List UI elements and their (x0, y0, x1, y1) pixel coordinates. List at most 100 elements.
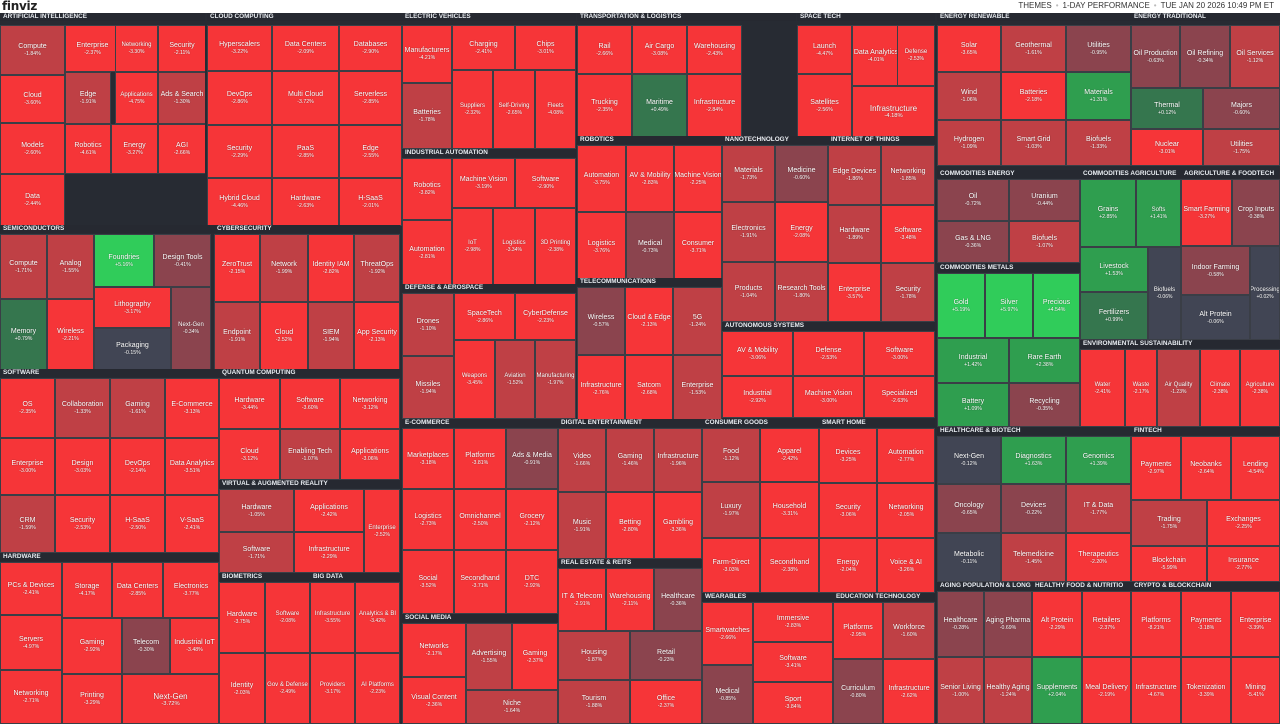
tile-energy[interactable]: Energy -2.08% (775, 202, 828, 262)
section-title[interactable]: NANOTECHNOLOGY (722, 136, 828, 144)
tile-app-security[interactable]: App Security -2.13% (354, 302, 400, 370)
tile-wireless[interactable]: Wireless -2.21% (47, 299, 94, 370)
section-title[interactable]: DEFENSE & AEROSPACE (402, 284, 576, 292)
tile-software[interactable]: Software -2.08% (265, 582, 310, 653)
tile-advertising[interactable]: Advertising -1.55% (466, 623, 512, 690)
tile-networking[interactable]: Networking -2.05% (877, 483, 935, 538)
tile-applications[interactable]: Applications -4.75% (115, 72, 158, 124)
tile-edge[interactable]: Edge -2.55% (339, 125, 402, 178)
tile-dtc[interactable]: DTC -2.92% (506, 550, 558, 614)
tile-3d-printing[interactable]: 3D Printing -2.38% (535, 208, 576, 285)
section-title[interactable]: ROBOTICS (577, 136, 722, 144)
tile-metabolic[interactable]: Metabolic -0.11% (937, 533, 1001, 582)
section-title[interactable]: ENVIRONMENTAL SUSTAINABILITY (1080, 340, 1280, 348)
tile-next-gen[interactable]: Next-Gen -3.72% (122, 674, 219, 724)
tile-omnichannel[interactable]: Omnichannel -2.50% (454, 489, 506, 550)
tile-retail[interactable]: Retail -0.23% (630, 631, 702, 680)
tile-healthcare[interactable]: Healthcare -0.36% (654, 568, 702, 631)
tile-networking[interactable]: Networking -1.85% (881, 145, 935, 205)
tile-crop-inputs[interactable]: Crop Inputs -0.38% (1232, 179, 1280, 246)
tile-models[interactable]: Models -2.60% (0, 123, 65, 174)
tile-fleets[interactable]: Fleets -4.08% (535, 70, 576, 149)
section-title[interactable]: ELECTRIC VEHICLES (402, 13, 576, 21)
tile-specialized[interactable]: Specialized -2.63% (864, 376, 935, 418)
section-title[interactable]: AGING POPULATION & LONG (937, 582, 1032, 590)
section-title[interactable]: FINTECH (1131, 427, 1280, 435)
tile-materials[interactable]: Materials -1.73% (722, 145, 775, 202)
tile-majors[interactable]: Majors -0.60% (1203, 88, 1280, 129)
section-title[interactable]: INTERNET OF THINGS (828, 136, 935, 144)
tile-manufacturers[interactable]: Manufacturers -4.21% (402, 25, 452, 83)
tile-indoor-farming[interactable]: Indoor Farming -0.58% (1181, 246, 1250, 295)
tile-lithography[interactable]: Lithography -3.17% (94, 287, 171, 328)
section-title[interactable]: SMART HOME (819, 419, 935, 427)
tile-next-gen[interactable]: Next-Gen -0.34% (171, 287, 211, 370)
section-title[interactable]: TRANSPORTATION & LOGISTICS (577, 13, 796, 21)
tile-gambling[interactable]: Gambling -3.36% (654, 492, 702, 559)
tile-retailers[interactable]: Retailers -2.37% (1082, 591, 1131, 657)
tile-software[interactable]: Software -1.71% (219, 532, 294, 573)
tile-software[interactable]: Software -2.90% (515, 158, 576, 208)
tile-medicine[interactable]: Medicine -0.60% (775, 145, 828, 202)
tile-devops[interactable]: DevOps -2.86% (207, 71, 272, 125)
tile-data[interactable]: Data -2.44% (0, 174, 65, 226)
tile-5g[interactable]: 5G -1.24% (673, 287, 722, 355)
tile-rail[interactable]: Rail -2.66% (577, 25, 632, 74)
tile-livestock[interactable]: Livestock +1.53% (1080, 247, 1148, 292)
tile-storage[interactable]: Storage -4.17% (62, 562, 112, 618)
tile-hardware[interactable]: Hardware -3.44% (219, 378, 280, 429)
section-title[interactable]: DIGITAL ENTERTAINMENT (558, 419, 702, 427)
tile-agriculture[interactable]: Agriculture -2.38% (1240, 349, 1280, 427)
tile-software[interactable]: Software -3.00% (864, 331, 935, 376)
tile-automation[interactable]: Automation -3.75% (577, 145, 626, 212)
tile-curriculum[interactable]: Curriculum -0.80% (833, 659, 883, 724)
tile-telemedicine[interactable]: Telemedicine -1.45% (1001, 533, 1066, 582)
tile-food[interactable]: Food -1.12% (702, 428, 760, 482)
tile-analog[interactable]: Analog -1.55% (47, 234, 94, 299)
tile-data-analytics[interactable]: Data Analytics -3.51% (165, 438, 219, 495)
section-title[interactable]: CYBERSECURITY (214, 225, 400, 233)
section-title[interactable]: ENERGY TRADITIONAL (1131, 13, 1280, 21)
tile-batteries[interactable]: Batteries -1.78% (402, 83, 452, 149)
tile-threatops[interactable]: ThreatOps -1.92% (354, 234, 400, 302)
tile-security[interactable]: Security -2.29% (207, 125, 272, 178)
tile-defense[interactable]: Defense -2.53% (793, 331, 864, 376)
tile-industrial[interactable]: Industrial +1.42% (937, 338, 1009, 383)
tile-automation[interactable]: Automation -2.81% (402, 220, 452, 285)
tile-grains[interactable]: Grains +2.85% (1080, 179, 1136, 247)
tile-printing[interactable]: Printing -3.29% (62, 674, 122, 724)
tile-crm[interactable]: CRM -1.59% (0, 495, 55, 553)
tile-geothermal[interactable]: Geothermal -1.61% (1001, 25, 1066, 72)
section-title[interactable]: SOFTWARE (0, 369, 219, 377)
tile-platforms[interactable]: Platforms -3.81% (454, 428, 506, 489)
tile-foundries[interactable]: Foundries +5.16% (94, 234, 154, 287)
tile-housing[interactable]: Housing -1.87% (558, 631, 630, 680)
tile-industrial[interactable]: Industrial -2.92% (722, 376, 793, 418)
tile-biofuels[interactable]: Biofuels -1.07% (1009, 221, 1080, 263)
tile-enterprise[interactable]: Enterprise -3.39% (1231, 591, 1280, 657)
section-title[interactable]: ENERGY RENEWABLE (937, 13, 1131, 21)
tile-collaboration[interactable]: Collaboration -1.33% (55, 378, 110, 438)
tile-edge[interactable]: Edge -1.91% (65, 72, 111, 124)
tile-fertilizers[interactable]: Fertilizers +0.99% (1080, 292, 1148, 340)
tile-oil-production[interactable]: Oil Production -0.63% (1131, 25, 1180, 88)
tile-diagnostics[interactable]: Diagnostics +1.63% (1001, 436, 1066, 484)
tile-networking[interactable]: Networking -3.30% (115, 25, 158, 72)
tile-smart-farming[interactable]: Smart Farming -3.27% (1181, 179, 1232, 246)
tile-applications[interactable]: Applications -3.06% (340, 429, 400, 480)
tile-infrastructure[interactable]: Infrastructure -2.76% (577, 355, 625, 423)
tile-electronics[interactable]: Electronics -3.77% (163, 562, 219, 618)
tile-processing[interactable]: Processing +0.02% (1250, 246, 1280, 340)
section-title[interactable]: SPACE TECH (797, 13, 935, 21)
section-title[interactable]: COMMODITIES AGRICULTURE (1080, 170, 1181, 178)
tile-rare-earth[interactable]: Rare Earth +2.38% (1009, 338, 1080, 383)
tile-robotics[interactable]: Robotics -4.61% (65, 124, 111, 174)
tile-genomics[interactable]: Genomics +1.39% (1066, 436, 1131, 484)
tile-lending[interactable]: Lending -4.54% (1231, 436, 1280, 500)
tile-cloud[interactable]: Cloud -3.12% (219, 429, 280, 480)
tile-hydrogen[interactable]: Hydrogen -1.09% (937, 120, 1001, 166)
tile-security[interactable]: Security -2.11% (158, 25, 205, 72)
section-title[interactable]: QUANTUM COMPUTING (219, 369, 400, 377)
tile-weapons[interactable]: Weapons -3.45% (454, 340, 495, 419)
tile-gold[interactable]: Gold +5.19% (937, 273, 985, 338)
